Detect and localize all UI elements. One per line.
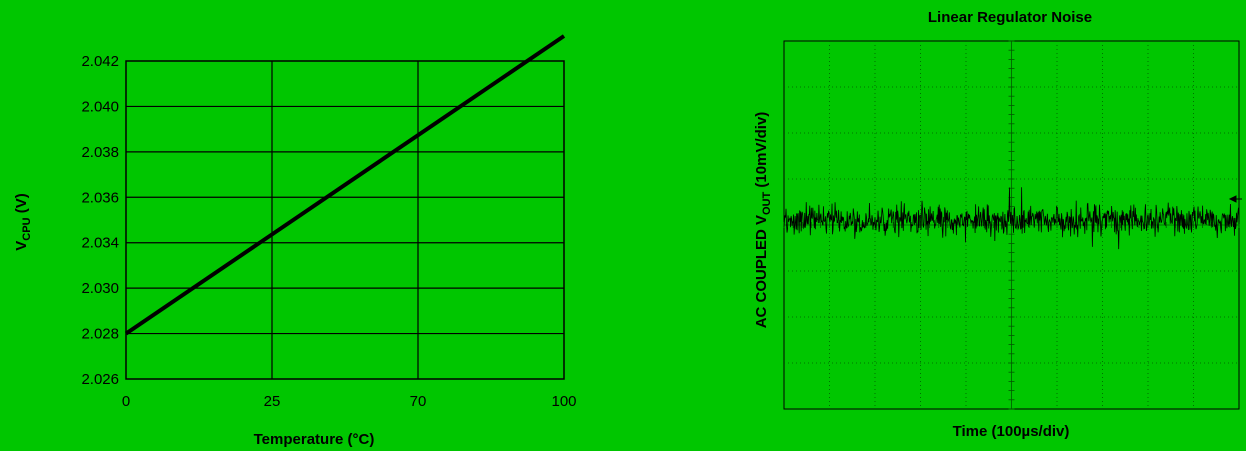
left-y-tick-label: 2.040 xyxy=(81,98,119,115)
left-x-tick-label: 100 xyxy=(551,393,576,410)
left-x-axis-title: Temperature (°C) xyxy=(254,431,375,448)
regulator-noise-chart: Linear Regulator Noise Time (100µs/div) … xyxy=(753,9,1242,440)
series-trace-noise xyxy=(783,187,1240,250)
right-y-axis-title-sub: OUT xyxy=(761,191,773,215)
vcpu-temperature-chart: 2.026 2.028 2.030 2.034 2.036 2.038 2.040 2.042… xyxy=(13,34,577,448)
left-y-tick-label: 2.036 xyxy=(81,189,119,206)
left-y-tick-label: 2.042 xyxy=(81,53,119,70)
left-y-axis-title-main: V xyxy=(13,241,30,251)
left-x-tick-labels: 0 25 70 100 xyxy=(122,393,577,410)
trigger-level-marker xyxy=(1228,195,1242,203)
left-y-axis-title: VCPU (V) xyxy=(13,193,33,250)
left-y-tick-labels: 2.026 2.028 2.030 2.034 2.036 2.038 2.040 2.042 xyxy=(81,53,119,388)
right-x-axis-title: Time (100µs/div) xyxy=(953,423,1070,440)
left-y-axis-title-suffix: (V) xyxy=(13,193,30,217)
left-y-axis-title-sub: CPU xyxy=(21,217,33,240)
series-line-vcpu xyxy=(124,34,566,336)
left-y-tick-label: 2.034 xyxy=(81,235,119,252)
right-y-axis-title: AC COUPLED VOUT (10mV/div) xyxy=(753,112,773,329)
right-dotted-grid xyxy=(783,40,1240,410)
left-grid xyxy=(126,61,564,379)
left-x-tick-label: 0 xyxy=(122,393,130,410)
left-x-tick-label: 25 xyxy=(264,393,281,410)
left-y-tick-label: 2.026 xyxy=(81,371,119,388)
left-y-tick-label: 2.028 xyxy=(81,326,119,343)
left-y-tick-label: 2.038 xyxy=(81,144,119,161)
left-plot-frame xyxy=(125,60,565,380)
right-y-axis-title-prefix: AC COUPLED V xyxy=(753,215,770,328)
left-x-tick-label: 70 xyxy=(410,393,427,410)
left-y-tick-label: 2.030 xyxy=(81,280,119,297)
right-chart-title: Linear Regulator Noise xyxy=(928,9,1092,26)
right-y-axis-title-suffix: (10mV/div) xyxy=(753,112,770,192)
